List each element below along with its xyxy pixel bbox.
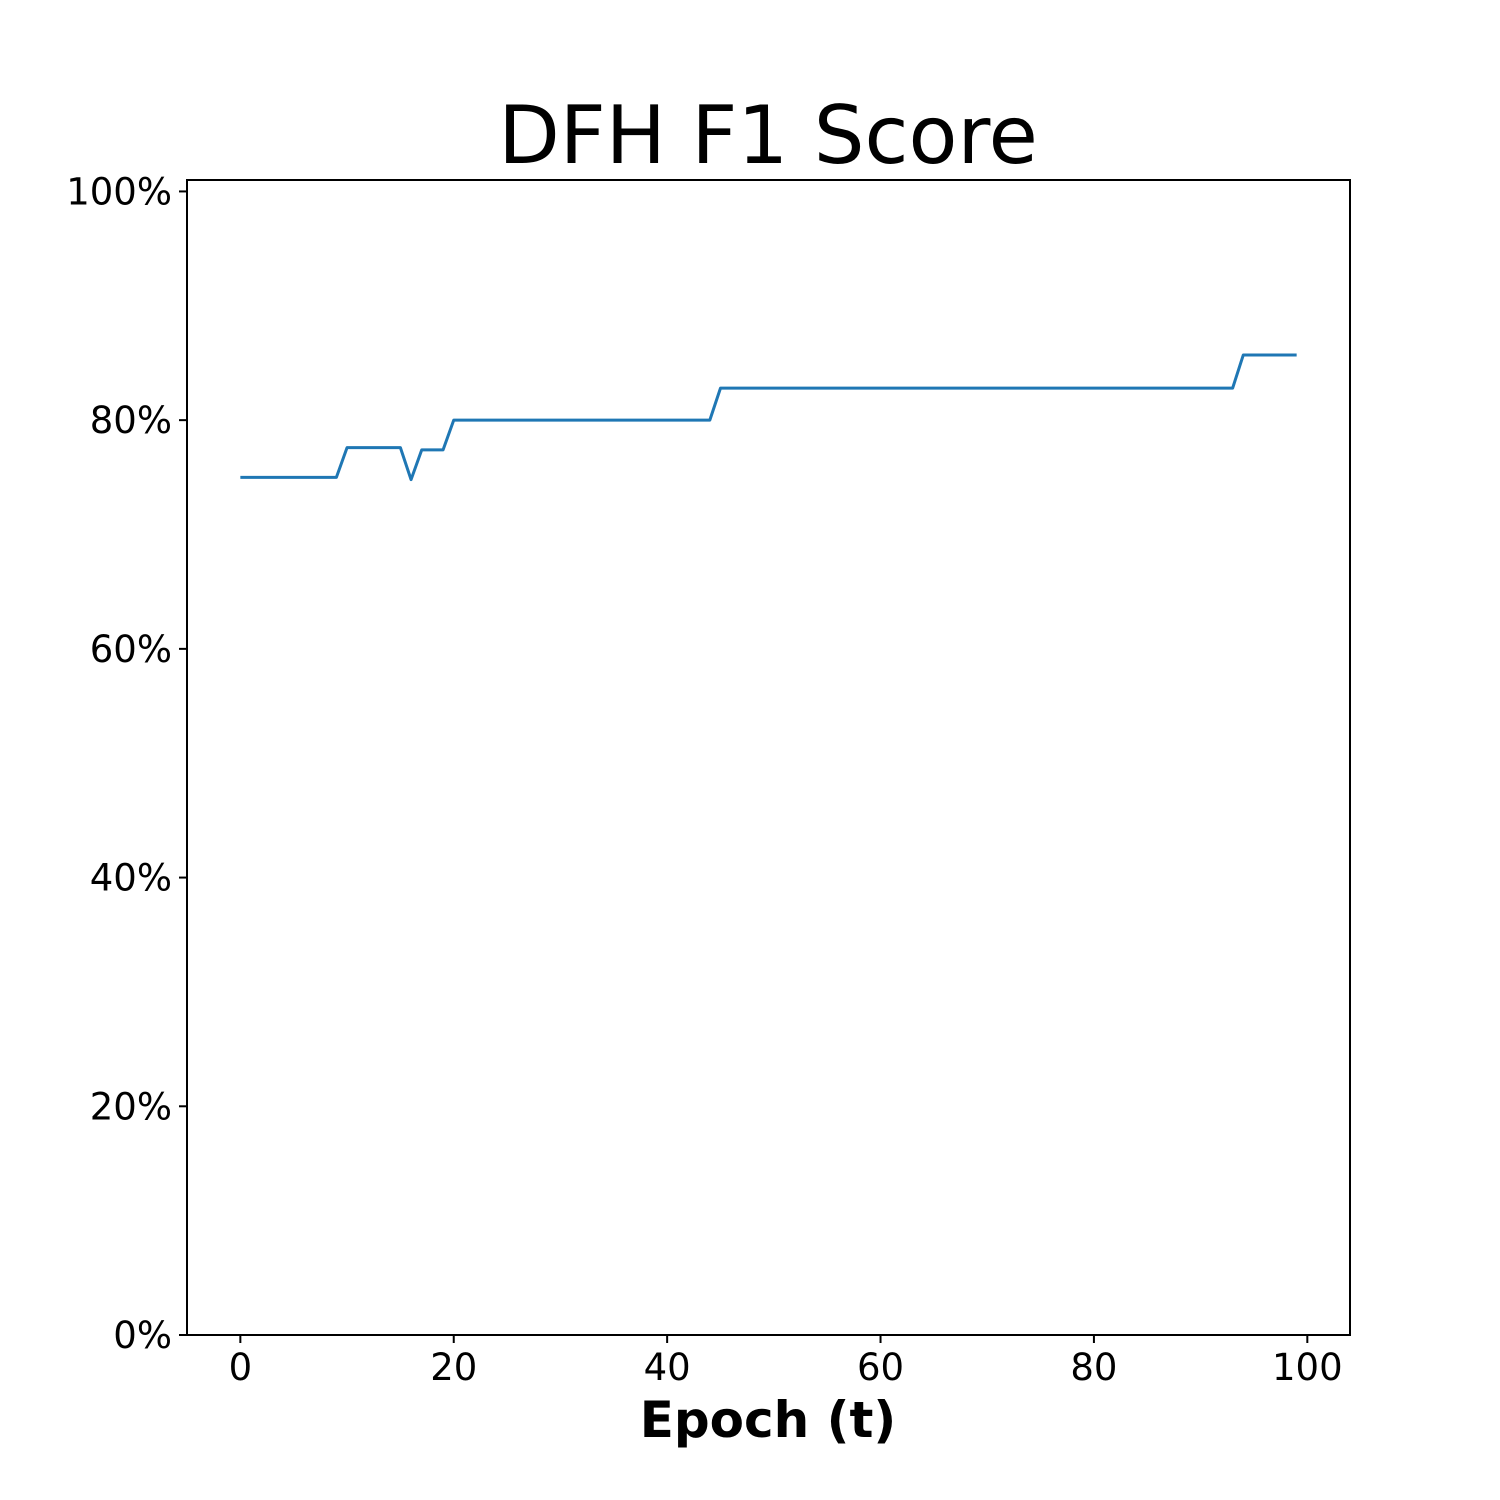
x-tick-label: 80 (1070, 1346, 1117, 1389)
x-tick-label: 20 (430, 1346, 477, 1389)
plot-frame (186, 179, 1351, 1336)
y-tick-label: 60% (90, 628, 172, 671)
chart-title: DFH F1 Score (498, 89, 1038, 182)
x-tick-label: 60 (857, 1346, 904, 1389)
y-tick-label: 40% (90, 857, 172, 900)
y-tick-label: 0% (113, 1314, 172, 1357)
x-tick-label: 40 (644, 1346, 691, 1389)
y-tick-label: 80% (90, 399, 172, 442)
x-axis-label: Epoch (t) (640, 1391, 897, 1449)
y-tick-label: 20% (90, 1085, 172, 1128)
series-line (240, 353, 1297, 482)
x-tick-label: 100 (1272, 1346, 1343, 1389)
x-tick-label: 0 (229, 1346, 253, 1389)
y-tick-label: 100% (66, 170, 172, 213)
plot-area: 0 20 40 60 80 100 0% 20% 40% 60% 80% 100% (66, 170, 1351, 1389)
